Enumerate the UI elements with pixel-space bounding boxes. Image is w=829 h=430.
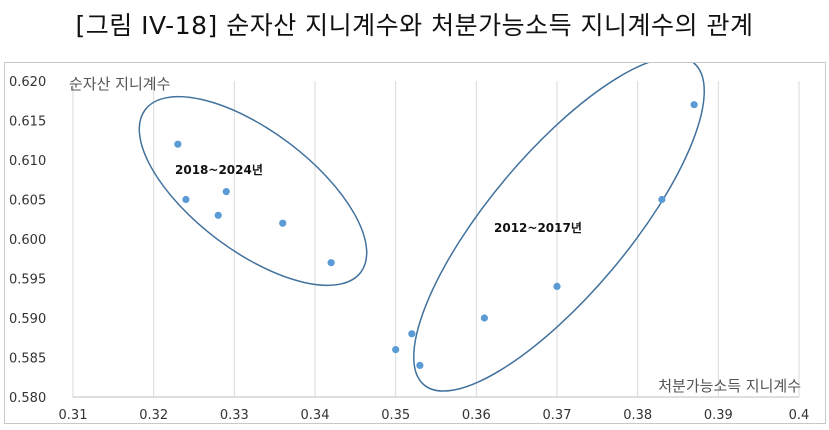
y-tick-label: 0.580 xyxy=(9,391,46,406)
data-point xyxy=(658,195,666,204)
x-tick-label: 0.34 xyxy=(301,408,330,423)
x-axis-label: 처분가능소득 지니계수 xyxy=(658,377,801,395)
x-tick-label: 0.38 xyxy=(623,408,652,423)
y-tick-label: 0.615 xyxy=(9,115,46,130)
data-point xyxy=(222,188,230,196)
y-tick-label: 0.585 xyxy=(9,352,46,367)
chart-title: [그림 IV-18] 순자산 지니계수와 처분가능소득 지니계수의 관계 xyxy=(75,11,754,40)
y-tick-label: 0.600 xyxy=(9,233,46,248)
x-tick-label: 0.35 xyxy=(381,408,410,423)
scatter-chart: 0.31 0.32 0.33 0.34 0.35 0.36 0.37 0.38 0.39 0.4 0… xyxy=(9,63,810,423)
x-tick-label: 0.33 xyxy=(220,408,249,423)
data-point xyxy=(174,140,182,148)
y-tick-label: 0.605 xyxy=(9,194,46,209)
group-outline-2018-2024 xyxy=(138,95,368,287)
y-tick-label: 0.620 xyxy=(9,75,46,90)
x-tick-label: 0.31 xyxy=(59,408,88,423)
data-point xyxy=(408,330,416,338)
group-outline-2012-2017 xyxy=(413,63,705,392)
x-tick-label: 0.36 xyxy=(462,408,491,423)
y-axis-label: 순자산 지니계수 xyxy=(69,75,170,93)
data-point xyxy=(480,314,488,322)
data-point xyxy=(327,259,335,267)
y-tick-label: 0.590 xyxy=(9,312,46,327)
y-tick-label: 0.595 xyxy=(9,273,46,288)
data-point xyxy=(392,346,400,354)
data-point xyxy=(416,361,424,369)
group-label-2018-2024: 2018~2024년 xyxy=(175,163,263,177)
y-tick-label: 0.610 xyxy=(9,154,46,169)
x-tick-label: 0.4 xyxy=(789,408,810,423)
data-point xyxy=(214,211,222,219)
chart-area: 0.31 0.32 0.33 0.34 0.35 0.36 0.37 0.38 0.39 0.4 0… xyxy=(4,62,826,424)
group-label-2012-2017: 2012~2017년 xyxy=(494,221,582,235)
data-point xyxy=(279,219,287,227)
data-point xyxy=(182,195,190,204)
x-tick-label: 0.39 xyxy=(704,408,733,423)
x-tick-label: 0.37 xyxy=(543,408,572,423)
x-tick-label: 0.32 xyxy=(139,408,168,423)
data-point xyxy=(553,282,561,290)
data-point xyxy=(690,101,698,109)
